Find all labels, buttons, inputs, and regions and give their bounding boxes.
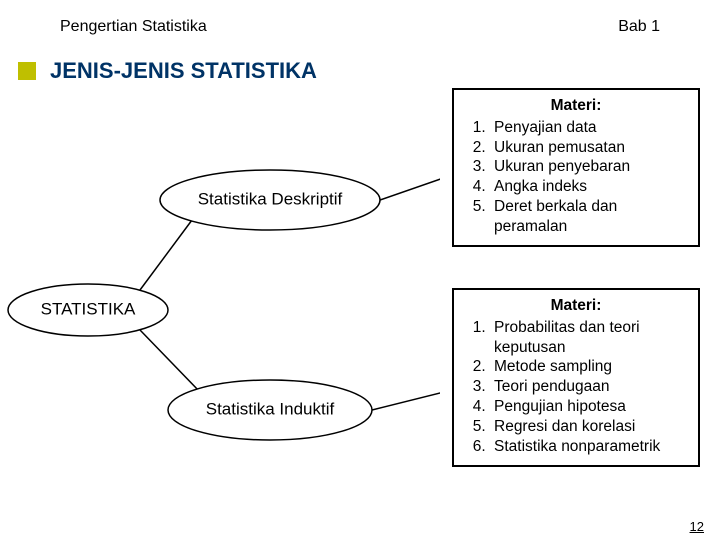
materi-title: Materi: bbox=[462, 296, 690, 316]
list-item: Ukuran penyebaran bbox=[490, 157, 690, 177]
page-number: 12 bbox=[690, 519, 704, 534]
list-item: Ukuran pemusatan bbox=[490, 138, 690, 158]
edge-induktif-box bbox=[372, 390, 440, 410]
diagram-svg: STATISTIKA Statistika Deskriptif Statist… bbox=[0, 80, 440, 500]
header-right: Bab 1 bbox=[618, 18, 660, 36]
edge-root-induktif bbox=[140, 330, 200, 392]
node-root-label: STATISTIKA bbox=[41, 299, 136, 318]
bullet-icon bbox=[18, 62, 36, 80]
edge-root-deskriptif bbox=[140, 220, 192, 290]
list-item: Pengujian hipotesa bbox=[490, 397, 690, 417]
header-left: Pengertian Statistika bbox=[60, 18, 207, 36]
node-induktif-label: Statistika Induktif bbox=[206, 399, 335, 418]
materi-list: Penyajian data Ukuran pemusatan Ukuran p… bbox=[462, 118, 690, 237]
list-item: Metode sampling bbox=[490, 357, 690, 377]
node-deskriptif-label: Statistika Deskriptif bbox=[198, 189, 343, 208]
materi-list: Probabilitas dan teori keputusan Metode … bbox=[462, 318, 690, 457]
list-item: Probabilitas dan teori keputusan bbox=[490, 318, 690, 358]
list-item: Regresi dan korelasi bbox=[490, 417, 690, 437]
list-item: Teori pendugaan bbox=[490, 377, 690, 397]
list-item: Statistika nonparametrik bbox=[490, 437, 690, 457]
list-item: Deret berkala dan peramalan bbox=[490, 197, 690, 237]
list-item: Angka indeks bbox=[490, 177, 690, 197]
list-item: Penyajian data bbox=[490, 118, 690, 138]
edge-deskriptif-box bbox=[380, 175, 440, 200]
materi-title: Materi: bbox=[462, 96, 690, 116]
materi-box-induktif: Materi: Probabilitas dan teori keputusan… bbox=[452, 288, 700, 467]
materi-box-deskriptif: Materi: Penyajian data Ukuran pemusatan … bbox=[452, 88, 700, 247]
